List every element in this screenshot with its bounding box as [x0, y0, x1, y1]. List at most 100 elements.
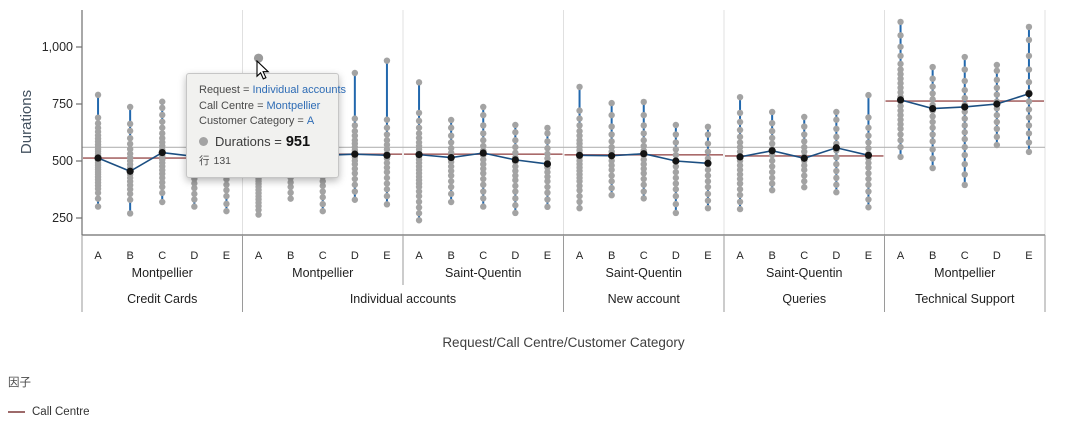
data-point[interactable]	[897, 84, 904, 92]
data-point[interactable]	[961, 66, 968, 73]
data-point[interactable]	[319, 194, 326, 201]
category-mean-point[interactable]	[961, 103, 969, 111]
data-point[interactable]	[768, 119, 776, 127]
data-point[interactable]	[159, 183, 166, 191]
data-point[interactable]	[383, 201, 391, 208]
data-point[interactable]	[961, 160, 968, 168]
data-point[interactable]	[865, 124, 872, 131]
data-point[interactable]	[447, 167, 455, 175]
category-mean-point[interactable]	[736, 153, 744, 161]
data-point[interactable]	[640, 160, 647, 168]
data-point[interactable]	[415, 198, 423, 206]
data-point[interactable]	[94, 120, 102, 127]
data-point[interactable]	[736, 205, 744, 213]
data-point[interactable]	[865, 181, 872, 188]
data-point[interactable]	[126, 120, 134, 128]
data-point[interactable]	[351, 170, 359, 177]
data-point[interactable]	[415, 79, 423, 86]
data-point[interactable]	[576, 127, 583, 135]
data-point[interactable]	[447, 116, 455, 124]
data-point[interactable]	[704, 172, 712, 179]
data-point[interactable]	[544, 130, 551, 137]
data-point[interactable]	[94, 124, 102, 132]
data-point[interactable]	[736, 139, 744, 146]
data-point[interactable]	[833, 116, 840, 123]
data-point[interactable]	[480, 195, 487, 202]
data-point[interactable]	[993, 111, 1001, 119]
data-point[interactable]	[608, 123, 615, 130]
data-point[interactable]	[768, 186, 776, 194]
data-point[interactable]	[608, 143, 615, 151]
data-point[interactable]	[383, 180, 391, 187]
data-point[interactable]	[223, 207, 230, 215]
category-mean-point[interactable]	[126, 167, 134, 175]
data-point[interactable]	[993, 91, 1001, 98]
data-point[interactable]	[126, 145, 134, 153]
data-point[interactable]	[897, 66, 904, 73]
data-point[interactable]	[768, 134, 776, 142]
category-mean-point[interactable]	[511, 156, 519, 164]
data-point[interactable]	[736, 191, 744, 199]
data-point[interactable]	[480, 103, 487, 111]
category-mean-point[interactable]	[800, 154, 808, 162]
data-point[interactable]	[801, 184, 808, 191]
data-point[interactable]	[1025, 98, 1033, 105]
data-point[interactable]	[865, 159, 872, 167]
data-point[interactable]	[704, 140, 712, 147]
data-point[interactable]	[255, 211, 262, 218]
data-point[interactable]	[512, 143, 519, 151]
data-point[interactable]	[801, 148, 808, 155]
data-point[interactable]	[833, 133, 840, 141]
data-point[interactable]	[897, 143, 904, 151]
data-point[interactable]	[415, 139, 423, 146]
data-point[interactable]	[897, 70, 904, 78]
data-point[interactable]	[415, 210, 423, 217]
data-point[interactable]	[961, 181, 968, 189]
data-point[interactable]	[576, 132, 583, 139]
data-point[interactable]	[415, 109, 423, 117]
data-point[interactable]	[351, 181, 359, 188]
data-point[interactable]	[223, 186, 230, 194]
data-point[interactable]	[640, 188, 647, 195]
data-point[interactable]	[865, 175, 872, 183]
data-point[interactable]	[480, 122, 487, 129]
data-point[interactable]	[512, 163, 519, 170]
data-point[interactable]	[768, 157, 776, 164]
data-point[interactable]	[383, 164, 391, 171]
data-point[interactable]	[865, 196, 872, 203]
category-mean-point[interactable]	[94, 154, 102, 162]
data-point[interactable]	[608, 172, 615, 179]
data-point[interactable]	[736, 118, 744, 126]
data-point[interactable]	[865, 170, 872, 177]
data-point[interactable]	[736, 133, 744, 141]
data-point[interactable]	[865, 204, 872, 211]
data-point[interactable]	[640, 122, 647, 129]
data-point[interactable]	[512, 188, 519, 195]
data-point[interactable]	[1025, 148, 1033, 156]
data-point[interactable]	[704, 190, 712, 198]
data-point[interactable]	[576, 192, 583, 200]
data-point[interactable]	[672, 174, 680, 182]
data-point[interactable]	[993, 76, 1001, 84]
data-point[interactable]	[640, 195, 647, 202]
data-point[interactable]	[94, 195, 102, 202]
data-point[interactable]	[512, 209, 519, 217]
data-point[interactable]	[1025, 122, 1033, 129]
data-point[interactable]	[608, 192, 615, 199]
data-point[interactable]	[159, 124, 166, 131]
data-point[interactable]	[961, 171, 968, 178]
data-point[interactable]	[929, 90, 936, 97]
data-point[interactable]	[801, 166, 808, 174]
data-point[interactable]	[576, 204, 583, 212]
data-point[interactable]	[383, 168, 391, 176]
data-point[interactable]	[383, 186, 391, 193]
data-point[interactable]	[191, 180, 198, 187]
category-mean-point[interactable]	[447, 153, 455, 162]
data-point[interactable]	[768, 168, 776, 176]
data-point[interactable]	[640, 142, 647, 150]
data-point[interactable]	[415, 134, 423, 142]
category-mean-point[interactable]	[383, 151, 391, 159]
data-point[interactable]	[480, 188, 487, 195]
data-point[interactable]	[544, 155, 551, 162]
data-point[interactable]	[929, 83, 936, 90]
